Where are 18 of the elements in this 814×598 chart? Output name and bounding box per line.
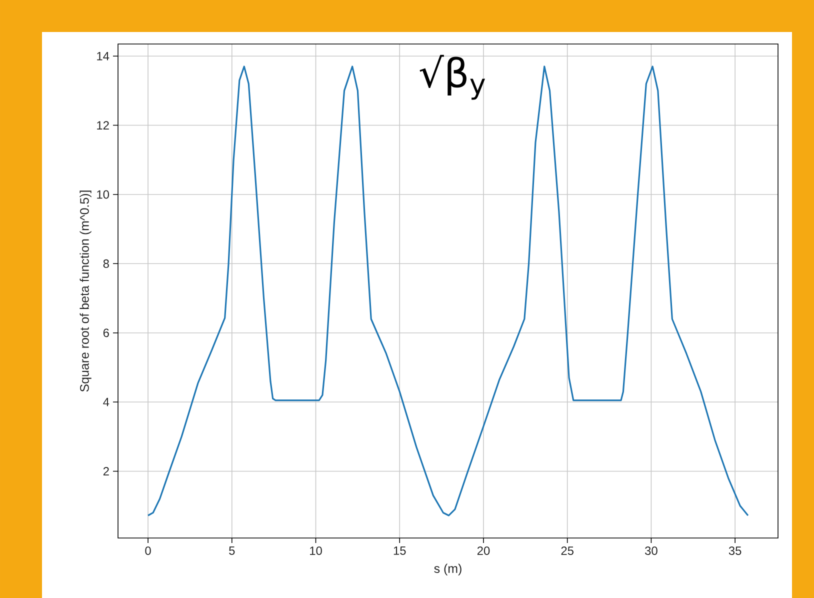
x-tick-label: 25 [561,546,574,555]
x-axis-title: s (m) [434,564,462,576]
y-tick-label: 6 [103,328,109,338]
x-tick-label: 5 [229,546,235,555]
x-tick-label: 35 [728,546,742,555]
x-tick-label: 15 [394,546,406,555]
x-tick-label: 20 [477,546,490,555]
y-tick-label: 10 [97,190,110,199]
x-tick-label: 0 [145,546,151,555]
y-tick-label: 2 [103,467,109,476]
y-axis-title: Square root of beta function (m^0.5)] [80,190,92,392]
x-tick-label: 10 [310,546,322,555]
annotation: √β$_{y}$ [420,54,486,100]
y-tick-label: 14 [97,52,110,60]
y-tick-label: 12 [97,121,109,130]
y-tick-label: 4 [103,398,110,406]
x-tick-label: 30 [645,546,658,555]
y-tick-label: 8 [103,259,109,268]
